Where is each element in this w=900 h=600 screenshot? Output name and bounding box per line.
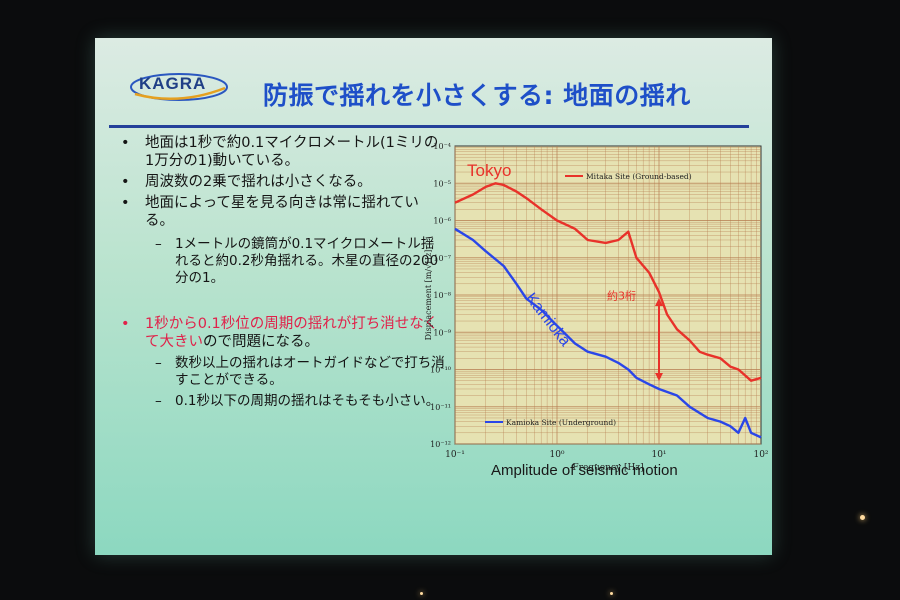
bullet-marker: • <box>121 135 130 151</box>
bullet-list: • 地面は1秒で約0.1マイクロメートル(1ミリの1万分の1)動いている。 • … <box>115 134 445 410</box>
ratio-annotation: 約3桁 <box>607 289 636 303</box>
sub-bullet-marker: – <box>155 355 162 371</box>
y-tick-label: 10⁻⁸ <box>433 291 451 300</box>
sub-bullet-item: – 数秒以上の揺れはオートガイドなどで打ち消すことができる。 <box>115 355 445 389</box>
x-tick-label: 10² <box>753 450 768 460</box>
y-tick-label: 10⁻¹² <box>430 440 451 449</box>
bullet-text: 周波数の2乗で揺れは小さくなる。 <box>145 174 372 190</box>
y-tick-label: 10⁻⁵ <box>433 179 451 188</box>
bullet-marker: • <box>121 195 130 211</box>
y-tick-label: 10⁻⁹ <box>433 328 451 337</box>
ratio-arrow-head-up <box>655 298 663 307</box>
x-tick-label: 10¹ <box>651 450 666 460</box>
slide-title: 防振で揺れを小さくする: 地面の揺れ <box>263 81 691 110</box>
y-tick-label: 10⁻¹⁰ <box>430 366 451 375</box>
sub-bullet-marker: – <box>155 236 162 252</box>
logo-swoosh-icon <box>130 73 228 101</box>
seismic-spectrum-chart: 10⁻¹ 10⁰ 10¹ 10² 10⁻⁴ 10⁻⁵ 10⁻⁶ 10⁻⁷ 10⁻⁸ 10⁻⁹ 10⁻… <box>424 142 769 473</box>
x-tick-label: 10⁰ <box>549 450 564 460</box>
y-tick-label: 10⁻¹¹ <box>430 403 451 412</box>
bullet-text-highlight: 1秒から0.1秒位の周期の揺れが打ち消せなくて大きい <box>145 316 439 350</box>
series-line <box>454 227 762 439</box>
bullet-text: 地面は1秒で約0.1マイクロメートル(1ミリの1万分の1)動いている。 <box>145 135 439 169</box>
tokyo-annotation: Tokyo <box>467 161 511 180</box>
background-light <box>420 592 423 595</box>
y-tick-label: 10⁻⁷ <box>433 254 451 263</box>
x-axis-label: Frequency [Hz] <box>572 463 643 473</box>
bullet-item: • 地面によって星を見る向きは常に揺れている。 <box>115 194 445 230</box>
sub-bullet-item: – 0.1秒以下の周期の揺れはそもそも小さい。 <box>115 393 445 410</box>
y-tick-label: 10⁻⁶ <box>433 217 451 226</box>
background-light <box>860 515 865 520</box>
legend-label: Kamioka Site (Underground) <box>506 418 616 427</box>
projection-screen: KAGRA 防振で揺れを小さくする: 地面の揺れ • 地面は1秒で約0.1マイク… <box>95 38 772 555</box>
bullet-text: ので問題になる。 <box>203 334 319 350</box>
sub-bullet-marker: – <box>155 393 162 409</box>
sub-bullet-text: 数秒以上の揺れはオートガイドなどで打ち消すことができる。 <box>175 355 445 388</box>
series-line <box>454 182 762 382</box>
y-tick-label: 10⁻⁴ <box>433 142 451 151</box>
figure-caption: Amplitude of seismic motion <box>491 462 678 479</box>
y-axis-label: Displacement [m/√Hz] <box>424 250 433 341</box>
bullet-marker: • <box>121 174 130 190</box>
x-tick-label: 10⁻¹ <box>445 450 465 460</box>
kagra-logo: KAGRA <box>127 64 232 106</box>
legend-label: Mitaka Site (Ground-based) <box>586 172 692 181</box>
bullet-text: 地面によって星を見る向きは常に揺れている。 <box>145 195 419 229</box>
title-divider <box>109 125 749 128</box>
bullet-item: • 周波数の2乗で揺れは小さくなる。 <box>115 173 445 191</box>
sub-bullet-text: 0.1秒以下の周期の揺れはそもそも小さい。 <box>175 393 440 409</box>
bullet-item: • 地面は1秒で約0.1マイクロメートル(1ミリの1万分の1)動いている。 <box>115 134 445 170</box>
bullet-marker: • <box>121 316 130 332</box>
logo-text: KAGRA <box>139 74 207 93</box>
sub-bullet-text: 1メートルの鏡筒が0.1マイクロメートル揺れると約0.2秒角揺れる。木星の直径の… <box>175 236 439 286</box>
ratio-arrow-head-down <box>655 372 663 381</box>
background-light <box>610 592 613 595</box>
sub-bullet-item: – 1メートルの鏡筒が0.1マイクロメートル揺れると約0.2秒角揺れる。木星の直… <box>115 236 445 287</box>
bullet-item: • 1秒から0.1秒位の周期の揺れが打ち消せなくて大きいので問題になる。 <box>115 315 445 351</box>
